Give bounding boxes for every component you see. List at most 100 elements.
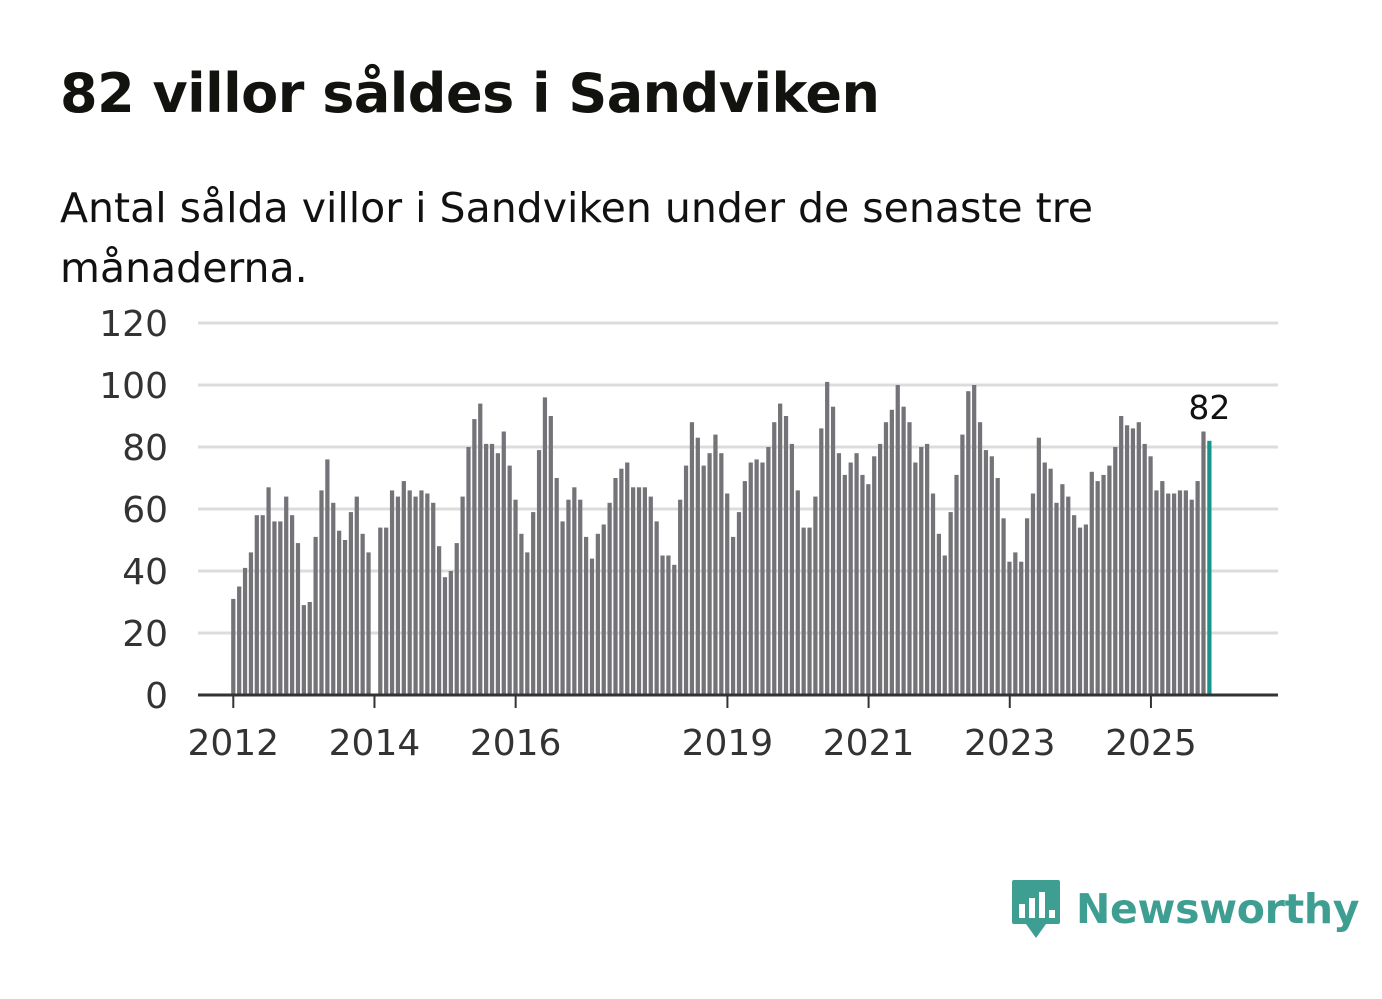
- bar: [531, 512, 536, 695]
- bar: [919, 447, 924, 695]
- x-axis-ticks: 2012 2014 2016 2019 2021 2023 2025: [187, 695, 1197, 764]
- bar: [1054, 502, 1059, 695]
- bar: [889, 409, 894, 695]
- bar: [384, 527, 389, 695]
- bar: [548, 416, 553, 695]
- bar: [713, 434, 718, 695]
- bar: [301, 605, 306, 695]
- bar-latest: [1207, 440, 1212, 695]
- y-tick-label: 0: [145, 676, 168, 717]
- bar: [478, 403, 483, 695]
- bar: [907, 422, 912, 695]
- bar: [631, 487, 636, 695]
- bar: [1060, 484, 1065, 695]
- bar: [407, 490, 412, 695]
- bar: [325, 459, 330, 695]
- bar: [648, 496, 653, 695]
- bar: [536, 450, 542, 695]
- bar: [883, 422, 889, 695]
- x-tick-label: 2012: [187, 723, 279, 764]
- bar: [566, 499, 571, 695]
- bar: [666, 555, 671, 695]
- bar: [1036, 437, 1041, 695]
- bar: [448, 571, 453, 695]
- bar: [1171, 493, 1177, 695]
- bar: [307, 602, 312, 695]
- bar: [425, 493, 430, 695]
- bar: [572, 487, 577, 695]
- bar: [342, 540, 348, 695]
- bar: [1030, 493, 1036, 695]
- bar: [725, 493, 730, 695]
- bar: [842, 474, 847, 695]
- bar: [1077, 527, 1083, 695]
- bar: [1154, 490, 1159, 695]
- bar: [977, 422, 983, 695]
- bar: [689, 422, 695, 695]
- bar: [578, 499, 583, 695]
- bar: [472, 419, 477, 695]
- bar: [972, 385, 977, 695]
- bar: [589, 558, 595, 695]
- bar: [1048, 468, 1053, 695]
- bar: [954, 474, 959, 695]
- bar: [248, 552, 254, 695]
- bar: [1136, 422, 1141, 695]
- bar: [836, 453, 842, 695]
- bar: [319, 490, 324, 695]
- bar: [237, 586, 242, 695]
- bar: [295, 543, 301, 695]
- bar: [742, 481, 747, 695]
- bar: [1166, 493, 1171, 695]
- bar: [242, 567, 248, 695]
- bar: [1177, 490, 1183, 695]
- bar: [813, 496, 818, 695]
- bar: [930, 493, 936, 695]
- bar: [501, 431, 506, 695]
- x-tick-label: 2023: [964, 723, 1056, 764]
- bar: [877, 443, 883, 695]
- bar: [607, 502, 612, 695]
- bar: [860, 474, 865, 695]
- bar: [366, 552, 371, 695]
- bar: [830, 406, 836, 695]
- bar: [560, 521, 565, 695]
- bar: [466, 447, 471, 695]
- bar: [719, 453, 724, 695]
- bar: [401, 481, 406, 695]
- bar: [1130, 428, 1136, 695]
- bar: [801, 527, 806, 695]
- bar: [1113, 447, 1118, 695]
- bar: [413, 496, 418, 695]
- bar: [542, 397, 548, 695]
- bar: [419, 490, 424, 695]
- bar: [730, 536, 736, 695]
- bar: [619, 468, 624, 695]
- bar: [1083, 524, 1089, 695]
- bar: [278, 521, 283, 695]
- bar: [948, 512, 953, 695]
- bar: [613, 478, 618, 695]
- bar: [760, 462, 765, 695]
- bar: [1195, 481, 1200, 695]
- bar: [260, 515, 265, 695]
- bar: [636, 487, 642, 695]
- bar: [231, 598, 236, 695]
- bar-chart-speech-bubble-icon: [1012, 880, 1060, 938]
- bar: [989, 456, 994, 695]
- y-tick-label: 40: [122, 552, 168, 593]
- bar: [1019, 561, 1024, 695]
- bar: [313, 536, 318, 695]
- bar: [701, 465, 706, 695]
- bar: [642, 487, 648, 695]
- bar: [1089, 471, 1094, 695]
- bar: [525, 552, 530, 695]
- bar: [983, 450, 989, 695]
- bar: [360, 533, 365, 695]
- bar: [789, 443, 795, 695]
- bar: [1183, 490, 1188, 695]
- bar: [1066, 496, 1071, 695]
- bar: [601, 524, 606, 695]
- bar: [507, 465, 512, 695]
